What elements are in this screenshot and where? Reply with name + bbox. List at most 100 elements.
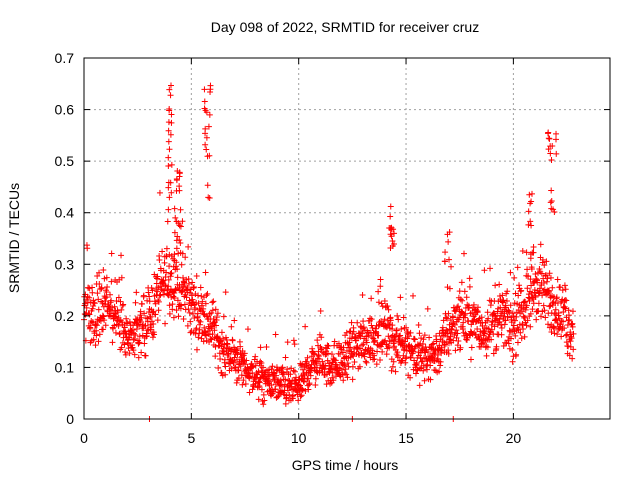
data-point [178,261,185,268]
data-point [447,333,454,340]
data-point [554,276,561,283]
data-point [350,353,357,360]
data-point [256,383,263,390]
data-point [273,372,280,379]
data-point [354,319,361,326]
data-point [202,300,209,307]
data-point [548,156,555,163]
data-point [148,318,155,325]
data-point [360,341,367,348]
data-point [454,342,461,349]
data-point [461,288,468,295]
data-point [311,351,318,358]
data-point [331,338,338,345]
data-point [412,370,419,377]
data-point [162,320,169,327]
data-point [172,214,179,221]
data-point [343,371,350,378]
data-point [547,143,554,150]
data-point [561,325,568,332]
data-point [229,337,236,344]
data-point [407,329,414,336]
data-point [392,368,399,375]
data-point [167,273,174,280]
data-point [329,374,336,381]
data-point [171,205,178,212]
data-point [178,302,185,309]
data-point [570,346,577,353]
data-point [385,333,392,340]
data-point [165,119,172,126]
data-point [266,378,273,385]
data-point [166,310,173,317]
data-point [207,86,214,93]
data-point [504,288,511,295]
data-point [511,317,518,324]
data-point [212,353,219,360]
data-point [173,177,180,184]
data-point [159,248,166,255]
data-point [126,350,133,357]
data-point [348,348,355,355]
data-point [387,231,394,238]
data-point [499,292,506,299]
data-point [522,298,529,305]
data-point [140,292,147,299]
data-point [94,272,101,279]
data-point [124,319,131,326]
data-point [165,138,172,145]
data-point [130,330,137,337]
data-point [168,82,175,89]
data-point [166,86,173,93]
data-point [411,335,418,342]
data-point [541,262,548,269]
data-point [524,317,531,324]
data-point [274,393,281,400]
data-point [411,336,418,343]
data-point [205,194,212,201]
data-point [90,336,97,343]
data-point [184,285,191,292]
data-point [133,289,140,296]
data-point [452,347,459,354]
data-point [202,269,209,276]
data-point [502,317,509,324]
data-point [521,333,528,340]
data-point [298,392,305,399]
data-point [98,284,105,291]
data-point [538,313,545,320]
data-point [553,130,560,137]
data-point [203,292,210,299]
data-point [536,285,543,292]
data-point [437,358,444,365]
data-point [155,298,162,305]
data-point [175,220,182,227]
data-point [86,311,93,318]
data-point [316,331,323,338]
data-point [272,331,279,338]
data-point [374,348,381,355]
data-point [513,351,520,358]
data-point [193,346,200,353]
data-point [290,392,297,399]
data-point [523,322,530,329]
data-point [165,154,172,161]
x-axis-label: GPS time / hours [292,457,399,473]
data-point [241,350,248,357]
data-point [93,332,100,339]
data-point [138,301,145,308]
data-point [518,287,525,294]
data-point [443,314,450,321]
data-point [504,313,511,320]
data-point [193,272,200,279]
y-tick-label: 0.2 [55,308,75,324]
data-point [338,366,345,373]
data-point [314,337,321,344]
data-point [218,329,225,336]
data-point [161,259,168,266]
data-point [489,318,496,325]
data-point [474,304,481,311]
data-point [511,274,518,281]
data-point [506,309,513,316]
data-point [389,322,396,329]
